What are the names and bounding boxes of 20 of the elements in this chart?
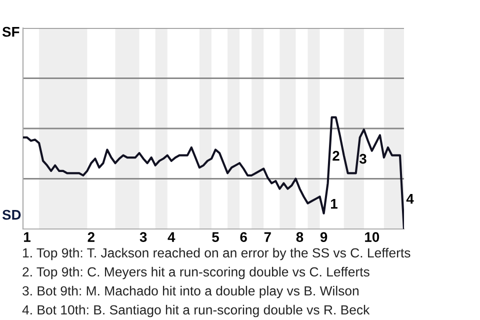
annotation: 2 <box>332 150 340 161</box>
x-tick-label: 9 <box>320 232 328 242</box>
x-tick-label: 10 <box>365 232 380 242</box>
x-tick-label: 3 <box>140 232 147 242</box>
x-tick-label: 7 <box>264 232 271 242</box>
x-tick-label: 8 <box>296 232 304 242</box>
x-tick-label: 2 <box>88 232 94 242</box>
text: SF <box>2 26 20 37</box>
text: 4. Bot 10th: B. Santiago hit a run-scoring double vs R. Beck <box>22 304 370 318</box>
x-tick-label: 6 <box>240 232 247 242</box>
text: 4 <box>406 194 414 204</box>
text: 3. Bot 9th: M. Machado hit into a double play vs B. Wilson <box>22 286 359 298</box>
text: 1. Top 9th: T. Jackson reached on an error by the SS vs C. Lefferts <box>23 248 410 260</box>
text: SD <box>2 210 21 220</box>
x-tick-label: 5 <box>212 232 219 242</box>
text: 2. Top 9th: C. Meyers hit a run-scoring double vs C. Lefferts <box>22 266 370 280</box>
annotation: 3 <box>359 154 366 164</box>
x-tick-label: 1 <box>24 232 30 242</box>
x-tick-label: 4 <box>168 232 176 242</box>
annotation: 1 <box>331 199 338 209</box>
